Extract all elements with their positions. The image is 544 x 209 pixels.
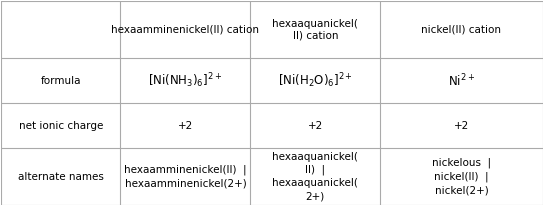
Text: nickel(II) cation: nickel(II) cation [422,25,502,35]
Text: nickelous  |
nickel(II)  |
nickel(2+): nickelous | nickel(II) | nickel(2+) [432,158,491,195]
Text: hexaaquanickel(
II) cation: hexaaquanickel( II) cation [273,19,358,41]
Text: hexaamminenickel(II)  |
hexaamminenickel(2+): hexaamminenickel(II) | hexaamminenickel(… [124,165,247,189]
Text: formula: formula [41,76,81,86]
Text: alternate names: alternate names [18,172,104,182]
Text: hexaaquanickel(
II)  |
hexaaquanickel(
2+): hexaaquanickel( II) | hexaaquanickel( 2+… [273,152,358,202]
Text: Ni$^{2+}$: Ni$^{2+}$ [448,73,475,89]
Text: hexaamminenickel(II) cation: hexaamminenickel(II) cation [112,25,259,35]
Text: [Ni(H$_2$O)$_6$]$^{2+}$: [Ni(H$_2$O)$_6$]$^{2+}$ [278,71,353,90]
Text: +2: +2 [454,121,469,131]
Text: net ionic charge: net ionic charge [18,121,103,131]
Text: +2: +2 [178,121,193,131]
Text: [Ni(NH$_3$)$_6$]$^{2+}$: [Ni(NH$_3$)$_6$]$^{2+}$ [149,71,222,90]
Text: +2: +2 [308,121,323,131]
